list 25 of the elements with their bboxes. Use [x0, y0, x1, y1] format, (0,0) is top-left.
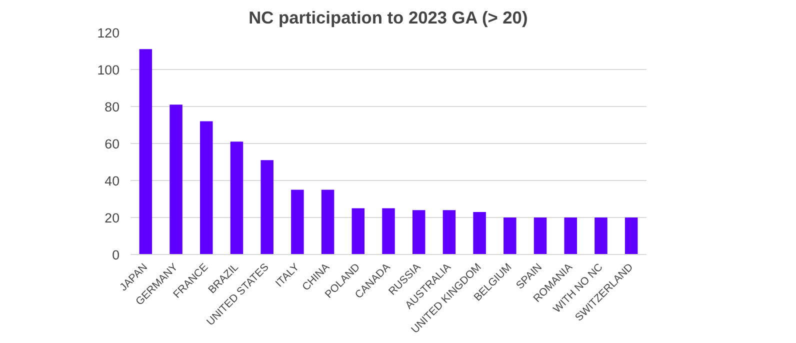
- bar: [594, 218, 608, 254]
- bar: [564, 218, 577, 254]
- y-tick-label: 120: [97, 26, 120, 40]
- bar: [412, 210, 426, 254]
- bar: [624, 218, 638, 254]
- y-tick-label: 20: [104, 210, 120, 226]
- bar: [170, 104, 182, 254]
- bar: [352, 208, 365, 254]
- bar: [260, 160, 274, 254]
- bar: [139, 49, 152, 254]
- chart-title: NC participation to 2023 GA (> 20): [248, 8, 528, 28]
- y-tick-label: 40: [104, 174, 120, 188]
- bar: [382, 208, 395, 254]
- bar: [321, 190, 334, 254]
- y-tick-label: 100: [97, 62, 120, 78]
- bar: [230, 142, 244, 254]
- bar: [534, 218, 547, 254]
- y-tick-label: 60: [104, 136, 120, 152]
- bar: [200, 121, 213, 254]
- y-tick-label: 80: [104, 100, 120, 114]
- bar: [504, 218, 516, 254]
- bar: [442, 210, 456, 254]
- y-tick-label: 0: [112, 248, 120, 262]
- bar: [473, 212, 486, 254]
- bar: [291, 190, 304, 254]
